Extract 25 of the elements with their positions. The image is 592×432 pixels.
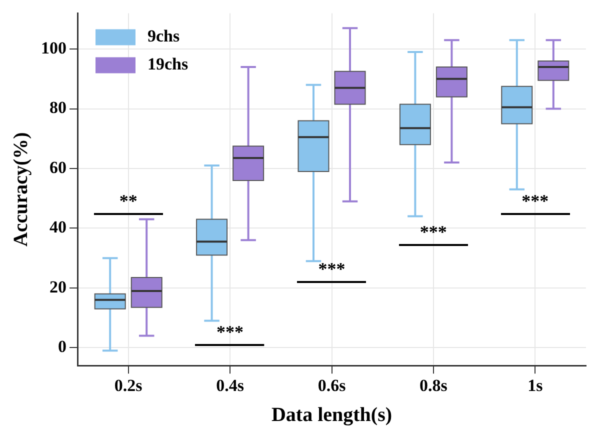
legend-label: 9chs xyxy=(148,26,180,46)
x-tick-label: 0.8s xyxy=(420,376,448,396)
annotation: *** xyxy=(216,322,244,343)
y-axis-title: Accuracy(%) xyxy=(10,132,32,247)
y-tick-label: 40 xyxy=(50,218,66,237)
x-tick-label: 0.6s xyxy=(318,376,346,396)
significance-bracket: *** xyxy=(297,259,366,283)
annotation: *** xyxy=(318,259,346,280)
significance-bracket: *** xyxy=(500,191,570,215)
annotation: ** xyxy=(119,191,138,212)
y-tick-label: 0 xyxy=(58,337,66,356)
x-tick-label: 0.2s xyxy=(114,376,143,396)
annotation: *** xyxy=(522,191,549,212)
x-tick-label: 1s xyxy=(528,376,544,396)
x-tick-label: 0.4s xyxy=(216,376,244,396)
annotation: *** xyxy=(420,222,447,243)
legend-label: 19chs xyxy=(148,54,188,74)
significance-bracket: *** xyxy=(195,322,265,346)
y-tick-label: 100 xyxy=(41,38,66,58)
significance-bracket: *** xyxy=(398,222,468,246)
y-tick-label: 20 xyxy=(50,277,66,296)
significance-bracket: ** xyxy=(94,191,163,215)
y-tick-label: 80 xyxy=(50,98,66,118)
x-axis-title: Data length(s) xyxy=(271,404,392,426)
y-tick-label: 60 xyxy=(50,158,66,177)
